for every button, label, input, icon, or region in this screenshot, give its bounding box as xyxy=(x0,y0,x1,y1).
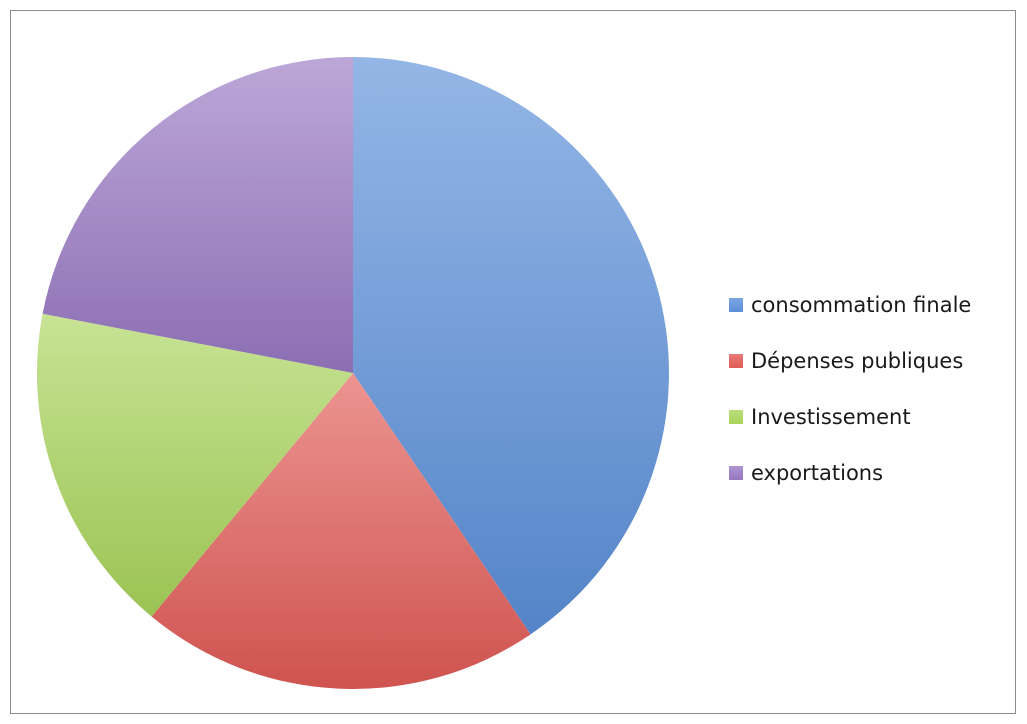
legend-item: Dépenses publiques xyxy=(729,333,971,389)
legend-swatch xyxy=(729,354,743,368)
pie-chart xyxy=(36,57,670,689)
legend-item: exportations xyxy=(729,445,971,501)
legend-label: consommation finale xyxy=(751,293,972,317)
legend-item: Investissement xyxy=(729,389,971,445)
legend-label: exportations xyxy=(751,461,884,485)
legend: consommation finale Dépenses publiques Inv… xyxy=(729,277,971,501)
pie-slice-investissement xyxy=(36,313,354,617)
legend-item: consommation finale xyxy=(729,277,971,333)
legend-label: Dépenses publiques xyxy=(751,349,964,373)
legend-label: Investissement xyxy=(751,405,911,429)
pie-slice-consommation-finale xyxy=(353,57,670,635)
pie-slice-d-penses-publiques xyxy=(151,373,531,689)
legend-swatch xyxy=(729,298,743,312)
pie-slice-exportations xyxy=(42,57,353,373)
legend-swatch xyxy=(729,410,743,424)
chart-frame: consommation finale Dépenses publiques Inv… xyxy=(10,10,1016,714)
legend-swatch xyxy=(729,466,743,480)
